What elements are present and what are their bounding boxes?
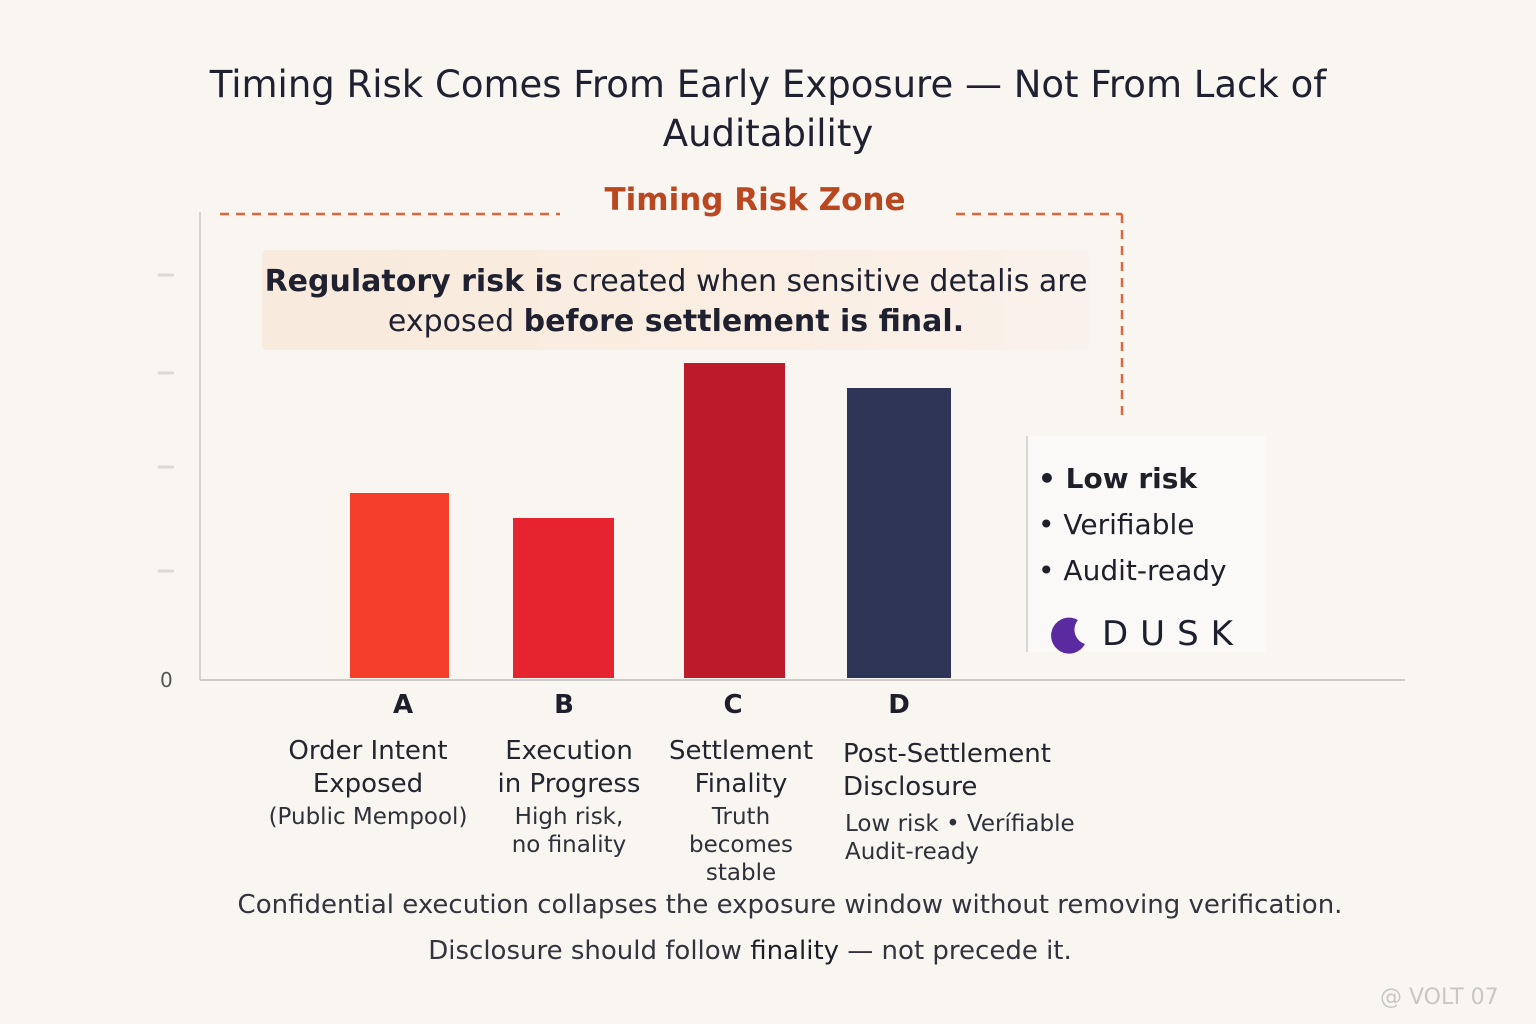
stage-sub: Low risk • Verífiable Audit-ready <box>845 811 1075 865</box>
dusk-logo: DUSK <box>1048 614 1245 657</box>
stage-title: Order Intent Exposed <box>288 736 448 799</box>
callout-bold-2: before settlement is final. <box>523 304 965 339</box>
bullet-audit-ready: • Audit-ready <box>1038 554 1227 587</box>
dusk-benefits-box: • Low risk • Verifiable • Audit-ready DU… <box>1026 436 1266 654</box>
category-label-d: D <box>888 690 910 720</box>
callout-bold-1: Regulatory risk is <box>264 264 563 299</box>
chart-title: Timing Risk Comes From Early Exposure — … <box>209 63 1327 155</box>
timing-risk-zone-label: Timing Risk Zone <box>560 182 950 218</box>
stage-label-a: Order Intent Exposed (Public Mempool) <box>248 735 488 831</box>
stage-sub: (Public Mempool) <box>268 804 468 830</box>
watermark: @ VOLT 07 <box>1380 985 1499 1010</box>
moon-icon <box>1051 617 1085 654</box>
stage-label-b: Execution in Progress High risk, no fina… <box>490 735 648 859</box>
bar-d <box>847 388 951 678</box>
footer-text: — not precede it. <box>839 936 1072 966</box>
footer-emphasis: finality <box>750 936 840 966</box>
stage-label-c: Settlement Finality Truth becomes stable <box>662 735 820 887</box>
regulatory-risk-callout: Regulatory risk is created when sensitiv… <box>262 250 1090 350</box>
stage-sub: Truth becomes stable <box>688 804 793 886</box>
stage-title: Settlement Finality <box>668 736 814 799</box>
y-axis-zero-label: 0 <box>160 668 173 692</box>
logo-text: DUSK <box>1102 614 1245 654</box>
bar-c <box>684 363 785 678</box>
stage-sub: High risk, no finality <box>511 804 627 858</box>
footer-line-1: Confidential execution collapses the exp… <box>237 890 1343 920</box>
footer-line-2: Disclosure should follow finality — not … <box>300 936 1200 966</box>
bullet-low-risk: • Low risk <box>1038 462 1198 495</box>
bar-b <box>513 518 614 678</box>
stage-title: Execution in Progress <box>497 736 641 799</box>
stage-label-d: Post-Settlement Disclosure Low risk • Ve… <box>843 738 1093 866</box>
category-label-a: A <box>392 690 414 720</box>
stage-title: Post-Settlement Disclosure <box>843 739 1051 802</box>
footer-text: Disclosure should follow <box>428 936 751 966</box>
bullet-verifiable: • Verifiable <box>1038 508 1195 541</box>
bar-a <box>350 493 449 678</box>
category-label-c: C <box>723 690 743 720</box>
callout-text: created when sensitive detalis are expos… <box>387 264 1088 339</box>
category-label-b: B <box>554 690 574 720</box>
